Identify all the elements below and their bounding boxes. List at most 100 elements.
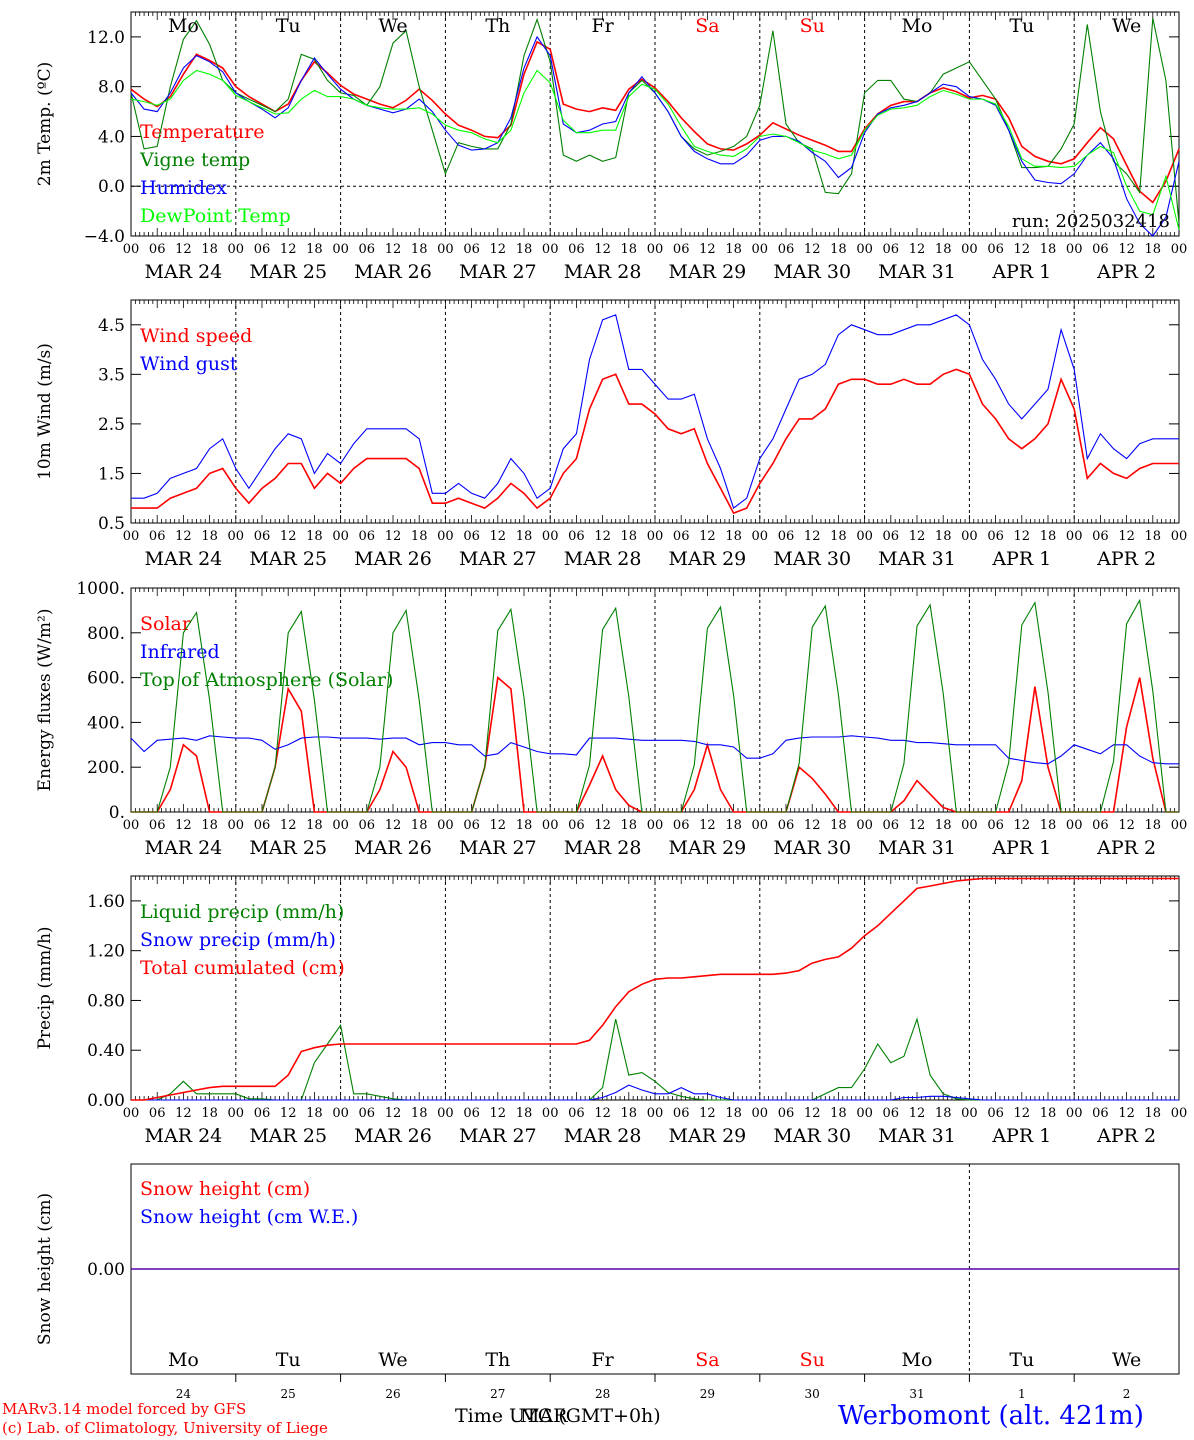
hour-tick-label: 06 bbox=[359, 818, 376, 833]
hour-tick-label: 00 bbox=[437, 529, 454, 544]
day-label: MAR 30 bbox=[773, 261, 851, 283]
legend-entry: Liquid precip (mm/h) bbox=[140, 901, 344, 923]
hour-tick-label: 00 bbox=[542, 818, 559, 833]
hour-tick-label: 18 bbox=[621, 818, 638, 833]
hour-tick-label: 00 bbox=[752, 529, 769, 544]
hour-tick-label: 18 bbox=[830, 242, 847, 257]
hour-tick-label: 00 bbox=[856, 1106, 873, 1121]
hour-tick-label: 00 bbox=[332, 242, 349, 257]
hour-tick-label: 18 bbox=[1145, 529, 1162, 544]
legend-entry: Temperature bbox=[140, 121, 264, 143]
weekday-label: Tu bbox=[276, 1349, 301, 1371]
hour-tick-label: 06 bbox=[568, 1106, 585, 1121]
hour-tick-label: 18 bbox=[935, 529, 952, 544]
hour-tick-label: 12 bbox=[909, 242, 926, 257]
day-number-label: 29 bbox=[700, 1387, 715, 1401]
hour-tick-label: 18 bbox=[621, 242, 638, 257]
day-label: MAR 28 bbox=[564, 261, 642, 283]
hour-tick-label: 06 bbox=[568, 529, 585, 544]
hour-tick-label: 18 bbox=[411, 242, 428, 257]
hour-tick-label: 06 bbox=[254, 1106, 271, 1121]
y-axis-label: 10m Wind (m/s) bbox=[35, 343, 55, 480]
weekday-label: Th bbox=[485, 1349, 510, 1371]
y-tick-label: 12.0 bbox=[87, 28, 125, 48]
y-tick-label: 1.5 bbox=[98, 464, 125, 484]
chart-panel-5: 0.00 Snow height (cm) Snow height (cm) Snow… bbox=[35, 1163, 1180, 1401]
day-number-label: 30 bbox=[805, 1387, 820, 1401]
hour-tick-label: 12 bbox=[909, 818, 926, 833]
day-label: MAR 29 bbox=[669, 261, 747, 283]
hour-tick-label: 12 bbox=[175, 1106, 192, 1121]
hour-tick-label: 18 bbox=[201, 529, 218, 544]
hour-tick-label: 06 bbox=[149, 818, 166, 833]
hour-tick-label: 00 bbox=[856, 818, 873, 833]
hour-tick-label: 06 bbox=[149, 1106, 166, 1121]
hour-tick-label: 12 bbox=[594, 529, 611, 544]
day-number-label: 31 bbox=[909, 1387, 924, 1401]
day-label: MAR 30 bbox=[773, 548, 851, 570]
hour-tick-label: 06 bbox=[673, 242, 690, 257]
hour-tick-label: 18 bbox=[306, 818, 323, 833]
hour-tick-label: 12 bbox=[1014, 529, 1031, 544]
day-number-label: 28 bbox=[595, 1387, 610, 1401]
chart-panel-3: 1000. 800. 600. 400. 200. 0. Energy fluxes (W/… bbox=[35, 579, 1187, 859]
hour-tick-label: 06 bbox=[987, 529, 1004, 544]
hour-tick-label: 12 bbox=[175, 818, 192, 833]
hour-tick-label: 00 bbox=[437, 818, 454, 833]
hour-tick-label: 18 bbox=[516, 242, 533, 257]
hour-tick-label: 00 bbox=[961, 529, 978, 544]
legend-entry: Snow height (cm) bbox=[140, 1178, 310, 1200]
hour-tick-label: 12 bbox=[1014, 242, 1031, 257]
hour-tick-label: 18 bbox=[725, 1106, 742, 1121]
day-label: MAR 25 bbox=[249, 1125, 327, 1147]
x-axis-title: Time UTC (GMT+0h) bbox=[455, 1405, 661, 1427]
y-tick-label: 200. bbox=[87, 758, 125, 778]
day-label: APR 1 bbox=[991, 837, 1051, 859]
day-label: MAR 29 bbox=[669, 548, 747, 570]
hour-tick-label: 06 bbox=[463, 529, 480, 544]
hour-tick-label: 18 bbox=[411, 529, 428, 544]
hour-tick-label: 12 bbox=[909, 529, 926, 544]
hour-tick-label: 12 bbox=[490, 529, 507, 544]
legend-entry: Snow precip (mm/h) bbox=[140, 929, 336, 951]
weekday-label: We bbox=[378, 15, 407, 37]
series-line-snow-precip-mm-h bbox=[131, 1084, 1179, 1101]
y-tick-label: 1.60 bbox=[87, 892, 125, 912]
y-axis-label: Precip (mm/h) bbox=[35, 926, 55, 1049]
hour-tick-label: 00 bbox=[752, 1106, 769, 1121]
hour-tick-label: 00 bbox=[542, 242, 559, 257]
panel-frame bbox=[130, 299, 1180, 524]
credit-line-2: (c) Lab. of Climatology, University of L… bbox=[2, 1419, 328, 1437]
hour-tick-label: 06 bbox=[254, 818, 271, 833]
hour-tick-label: 12 bbox=[490, 1106, 507, 1121]
legend-entry: Top of Atmosphere (Solar) bbox=[140, 669, 393, 691]
weekday-label: Mo bbox=[902, 1349, 933, 1371]
weekday-label: We bbox=[1112, 15, 1141, 37]
hour-tick-label: 12 bbox=[699, 242, 716, 257]
hour-tick-label: 12 bbox=[699, 1106, 716, 1121]
hour-tick-label: 00 bbox=[647, 242, 664, 257]
weekday-label: Sa bbox=[695, 15, 719, 37]
legend-entry: DewPoint Temp bbox=[140, 205, 291, 227]
series-line-wind-gust bbox=[131, 314, 1179, 510]
hour-tick-label: 12 bbox=[1118, 242, 1135, 257]
hour-tick-label: 18 bbox=[830, 1106, 847, 1121]
day-label: MAR 27 bbox=[459, 261, 537, 283]
chart-panel-2: 4.5 3.5 2.5 1.5 0.5 10m Wind (m/s) Wind speed W… bbox=[35, 299, 1188, 570]
legend-entry: Humidex bbox=[140, 177, 227, 199]
hour-tick-label: 00 bbox=[1171, 529, 1188, 544]
hour-tick-label: 12 bbox=[804, 818, 821, 833]
hour-tick-label: 18 bbox=[725, 529, 742, 544]
hour-tick-label: 06 bbox=[254, 529, 271, 544]
hour-tick-label: 00 bbox=[332, 818, 349, 833]
legend-entry: Vigne temp bbox=[139, 149, 250, 171]
hour-tick-label: 18 bbox=[1040, 1106, 1057, 1121]
hour-tick-label: 18 bbox=[516, 1106, 533, 1121]
hour-tick-label: 00 bbox=[961, 818, 978, 833]
hour-tick-label: 06 bbox=[568, 818, 585, 833]
y-tick-label: 600. bbox=[87, 669, 125, 689]
hour-tick-label: 00 bbox=[647, 818, 664, 833]
y-tick-label: 4.5 bbox=[98, 316, 125, 336]
series-line-dewpoint-temp bbox=[130, 69, 1180, 230]
hour-tick-label: 18 bbox=[1145, 818, 1162, 833]
